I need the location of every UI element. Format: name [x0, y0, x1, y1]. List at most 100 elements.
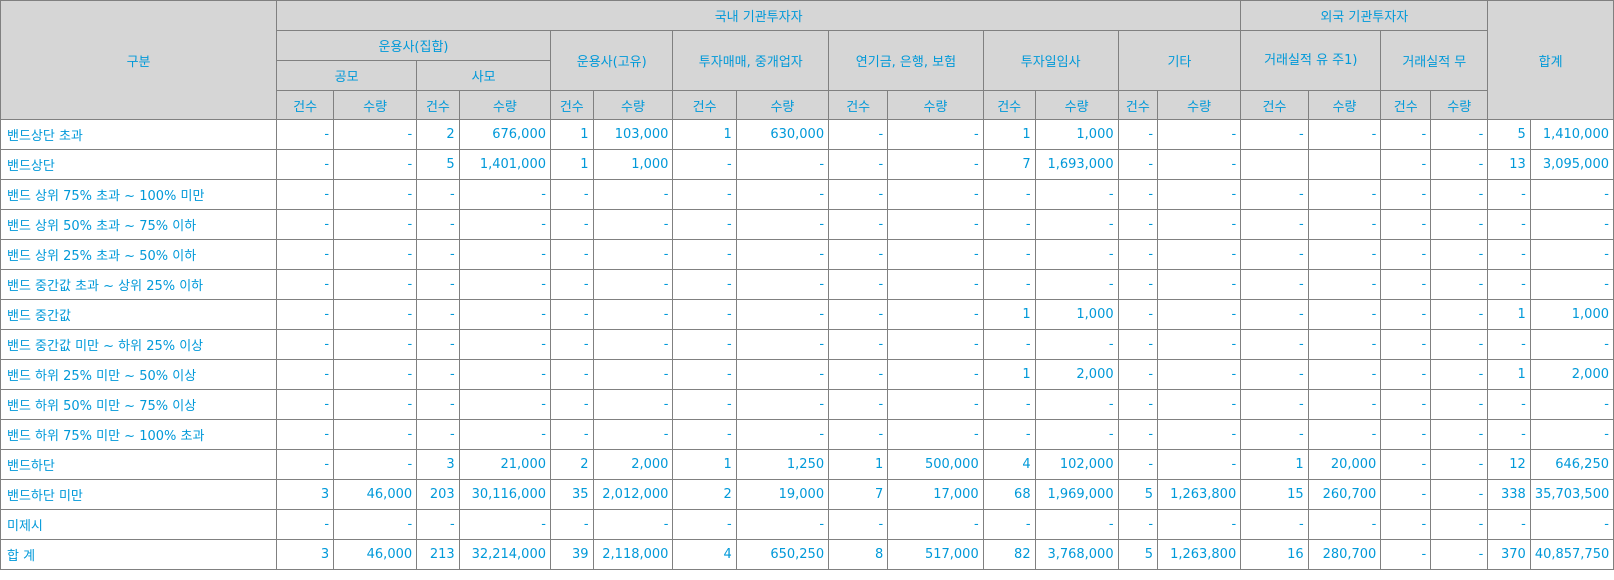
table-cell: -	[1034, 419, 1119, 450]
table-cell: -	[1430, 539, 1489, 570]
header-foreign: 외국 기관투자자	[1240, 0, 1489, 31]
table-cell: -	[1380, 239, 1432, 270]
table-cell: 650,250	[735, 539, 830, 570]
table-cell: -	[1157, 119, 1242, 150]
table-cell: 3	[416, 449, 460, 480]
table-cell: 21,000	[458, 449, 552, 480]
table-cell: -	[550, 179, 594, 210]
table-cell: 17,000	[887, 479, 984, 510]
table-cell: -	[458, 269, 552, 300]
table-cell: -	[1529, 209, 1614, 240]
table-cell: -	[1307, 119, 1382, 150]
table-cell: 1	[672, 449, 737, 480]
table-cell: -	[1380, 299, 1432, 330]
header-count: 건수	[276, 90, 335, 120]
table-cell: -	[982, 179, 1036, 210]
table-cell: -	[1529, 419, 1614, 450]
table-cell: -	[1430, 419, 1489, 450]
header-others: 기타	[1117, 30, 1242, 91]
table-row: 밴드 중간값 - - - - - - - - - -1 1,000- - - - - -1 1,000	[0, 299, 1614, 330]
header-count: 건수	[1240, 90, 1309, 120]
table-cell: -	[887, 209, 984, 240]
table-cell: -	[982, 329, 1036, 360]
table-cell: -	[1240, 209, 1309, 240]
table-cell: -	[1487, 509, 1531, 540]
header-count: 건수	[550, 90, 594, 120]
table-cell: 5	[1117, 479, 1159, 510]
table-cell: -	[333, 149, 418, 180]
table-cell: -	[1240, 179, 1309, 210]
table-cell: 1,250	[735, 449, 830, 480]
row-label: 밴드 상위 25% 초과 ~ 50% 이하	[0, 239, 278, 270]
table-cell: -	[416, 299, 460, 330]
table-cell: -	[1117, 119, 1159, 150]
table-cell: -	[828, 329, 889, 360]
table-cell: 646,250	[1529, 449, 1614, 480]
table-cell: -	[550, 209, 594, 240]
table-cell: -	[982, 509, 1036, 540]
table-cell: -	[982, 209, 1036, 240]
header-quantity: 수량	[735, 90, 830, 120]
table-cell: -	[887, 509, 984, 540]
table-cell: -	[416, 359, 460, 390]
table-cell: -	[887, 329, 984, 360]
table-cell: 12	[1487, 449, 1531, 480]
table-cell: -	[276, 329, 335, 360]
table-cell: 1	[1487, 359, 1531, 390]
table-cell: 16	[1240, 539, 1309, 570]
table-cell: -	[1117, 209, 1159, 240]
table-cell: -	[828, 179, 889, 210]
table-cell: -	[1380, 509, 1432, 540]
table-cell: -	[1430, 359, 1489, 390]
table-cell: 40,857,750	[1529, 539, 1614, 570]
table-row: 밴드 중간값 미만 ~ 하위 25% 이상 - - - - - - - - - - - - - - - - - - -…	[0, 329, 1614, 360]
table-cell: -	[458, 419, 552, 450]
header-subcolumns: 건수 수량 건수 수량 건수 수량 건수 수량 건수 수량 건수 수량 건수 수량 건수 수량 건수 수량	[1, 90, 1614, 120]
table-cell: 1,410,000	[1529, 119, 1614, 150]
table-cell: -	[1034, 179, 1119, 210]
table-cell: -	[1157, 329, 1242, 360]
table-cell: 4	[672, 539, 737, 570]
table-row: 밴드하단 - -3 21,000 2 2,000 1 1,250 1 500,000 4 102,00…	[0, 449, 1614, 480]
table-row: 밴드 중간값 초과 ~ 상위 25% 이하 - - - - - - - - - - - - - - - - - - -…	[0, 269, 1614, 300]
table-cell: 3,768,000	[1034, 539, 1119, 570]
table-cell: -	[735, 179, 830, 210]
header-private: 사모	[416, 60, 551, 91]
table-cell: -	[592, 509, 674, 540]
table-cell: -	[672, 239, 737, 270]
table-cell: 676,000	[458, 119, 552, 150]
table-cell: -	[276, 149, 335, 180]
table-cell: 1,000	[1034, 119, 1119, 150]
table-cell: 5	[1117, 539, 1159, 570]
table-cell: -	[1157, 149, 1242, 180]
table-cell: -	[1240, 359, 1309, 390]
table-cell: -	[828, 239, 889, 270]
table-cell: -	[1117, 449, 1159, 480]
table-cell: -	[828, 419, 889, 450]
table-cell: -	[1380, 449, 1432, 480]
header-asset-mgmt-collective: 운용사(집합)	[276, 30, 551, 61]
table-cell: -	[1307, 269, 1382, 300]
table-cell: -	[592, 239, 674, 270]
table-cell: 2	[672, 479, 737, 510]
table-cell: -	[416, 269, 460, 300]
table-cell: -	[416, 419, 460, 450]
table-cell: -	[735, 509, 830, 540]
header-quantity: 수량	[1430, 90, 1489, 120]
table-cell: -	[887, 119, 984, 150]
table-cell: -	[735, 269, 830, 300]
table-cell: -	[592, 269, 674, 300]
table-cell: 1,401,000	[458, 149, 552, 180]
header-total: 합계	[1487, 0, 1614, 120]
table-cell: -	[1307, 359, 1382, 390]
table-cell: 1	[828, 449, 889, 480]
table-cell: -	[1529, 389, 1614, 420]
table-cell: -	[276, 419, 335, 450]
table-cell: -	[1430, 179, 1489, 210]
table-cell: -	[887, 239, 984, 270]
table-cell: -	[276, 509, 335, 540]
table-cell: 1	[982, 359, 1036, 390]
table-cell: -	[1117, 269, 1159, 300]
table-cell: -	[887, 269, 984, 300]
